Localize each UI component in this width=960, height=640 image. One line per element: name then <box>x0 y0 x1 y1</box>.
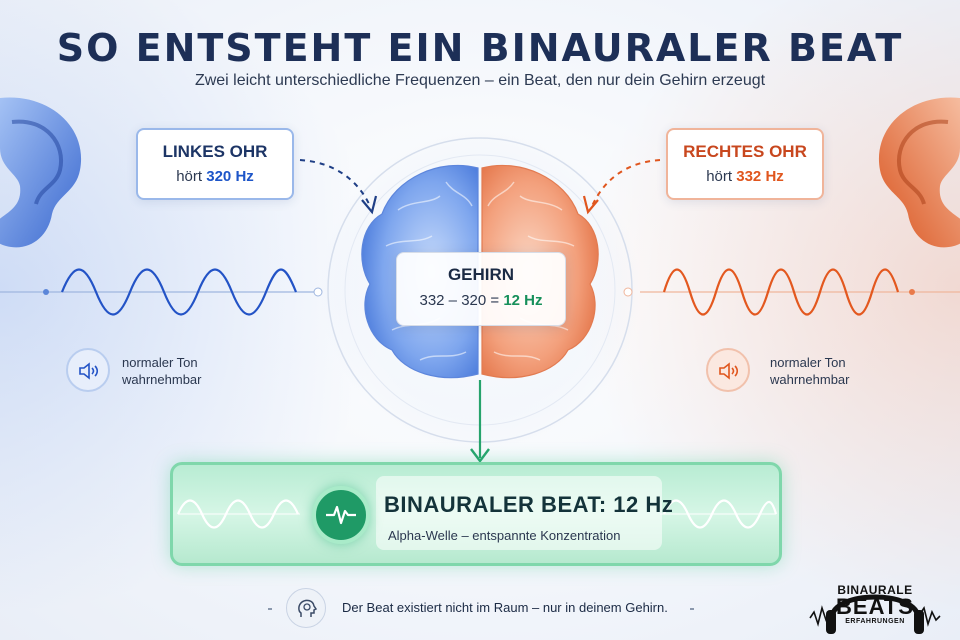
left-note: normaler Ton wahrnehmbar <box>122 354 202 388</box>
axis-dot-left-end <box>313 287 323 297</box>
brain-card: GEHIRN 332 – 320 = 12 Hz <box>396 252 566 326</box>
left-sine-wave <box>60 268 298 316</box>
brain-title: GEHIRN <box>447 265 515 284</box>
logo-text-binaurale: BINAURALE <box>837 583 913 597</box>
page-title: SO ENTSTEHT EIN BINAURALER BEAT <box>56 26 904 70</box>
left-ear-frequency: 320 Hz <box>206 168 254 185</box>
right-sine-wave <box>662 268 900 316</box>
right-note-line2: wahrnehmbar <box>770 372 850 387</box>
left-speaker-icon <box>66 348 110 392</box>
headphones-icon <box>809 594 941 634</box>
footer-dash-left <box>268 608 272 610</box>
beat-subtitle: Alpha-Welle – entspannte Konzentration <box>388 528 621 543</box>
right-ear-frequency: 332 Hz <box>736 168 784 185</box>
axis-dot-right <box>909 289 915 295</box>
head-brain-icon <box>286 588 326 628</box>
arrowhead-right <box>582 195 599 215</box>
right-ear-title: RECHTES OHR <box>683 142 807 161</box>
left-ear-icon <box>0 97 82 248</box>
left-ear-frequency-line: hört 320 Hz <box>138 168 292 185</box>
beat-label-panel <box>376 476 662 550</box>
arrow-right-to-brain <box>591 159 661 207</box>
beat-title: BINAURALER BEAT: 12 Hz <box>384 492 674 517</box>
footer-text: Der Beat existiert nicht im Raum – nur i… <box>342 600 668 615</box>
pulse-icon <box>312 486 370 544</box>
right-speaker-icon <box>706 348 750 392</box>
right-note: normaler Ton wahrnehmbar <box>770 354 850 388</box>
right-ear-card: RECHTES OHR hört 332 Hz <box>666 128 824 200</box>
arrowhead-left <box>361 195 378 215</box>
logo-text-beats: BEATS <box>836 594 914 619</box>
arrowhead-down <box>470 448 490 463</box>
left-ear-title: LINKES OHR <box>162 142 268 161</box>
footer-dash-right <box>690 608 694 610</box>
axis-dot-left <box>43 289 49 295</box>
arrow-left-to-brain <box>299 159 371 207</box>
left-ear-card: LINKES OHR hört 320 Hz <box>136 128 294 200</box>
left-ear-prefix: hört <box>176 168 203 185</box>
right-ear-frequency-line: hört 332 Hz <box>668 168 822 185</box>
brain-result: 12 Hz <box>503 292 543 309</box>
brain-calculation-line: 332 – 320 = 12 Hz <box>397 292 565 309</box>
axis-dot-right-end <box>623 287 633 297</box>
right-ear-icon <box>878 97 960 248</box>
brain-calculation: 332 – 320 = <box>419 292 500 309</box>
right-ear-prefix: hört <box>706 168 733 185</box>
page-subtitle: Zwei leicht unterschiedliche Frequenzen … <box>194 72 766 89</box>
logo-text-erfahrungen: ERFAHRUNGEN <box>845 618 905 625</box>
left-note-line2: wahrnehmbar <box>122 372 202 387</box>
right-note-line1: normaler Ton <box>770 355 846 370</box>
left-note-line1: normaler Ton <box>122 355 198 370</box>
